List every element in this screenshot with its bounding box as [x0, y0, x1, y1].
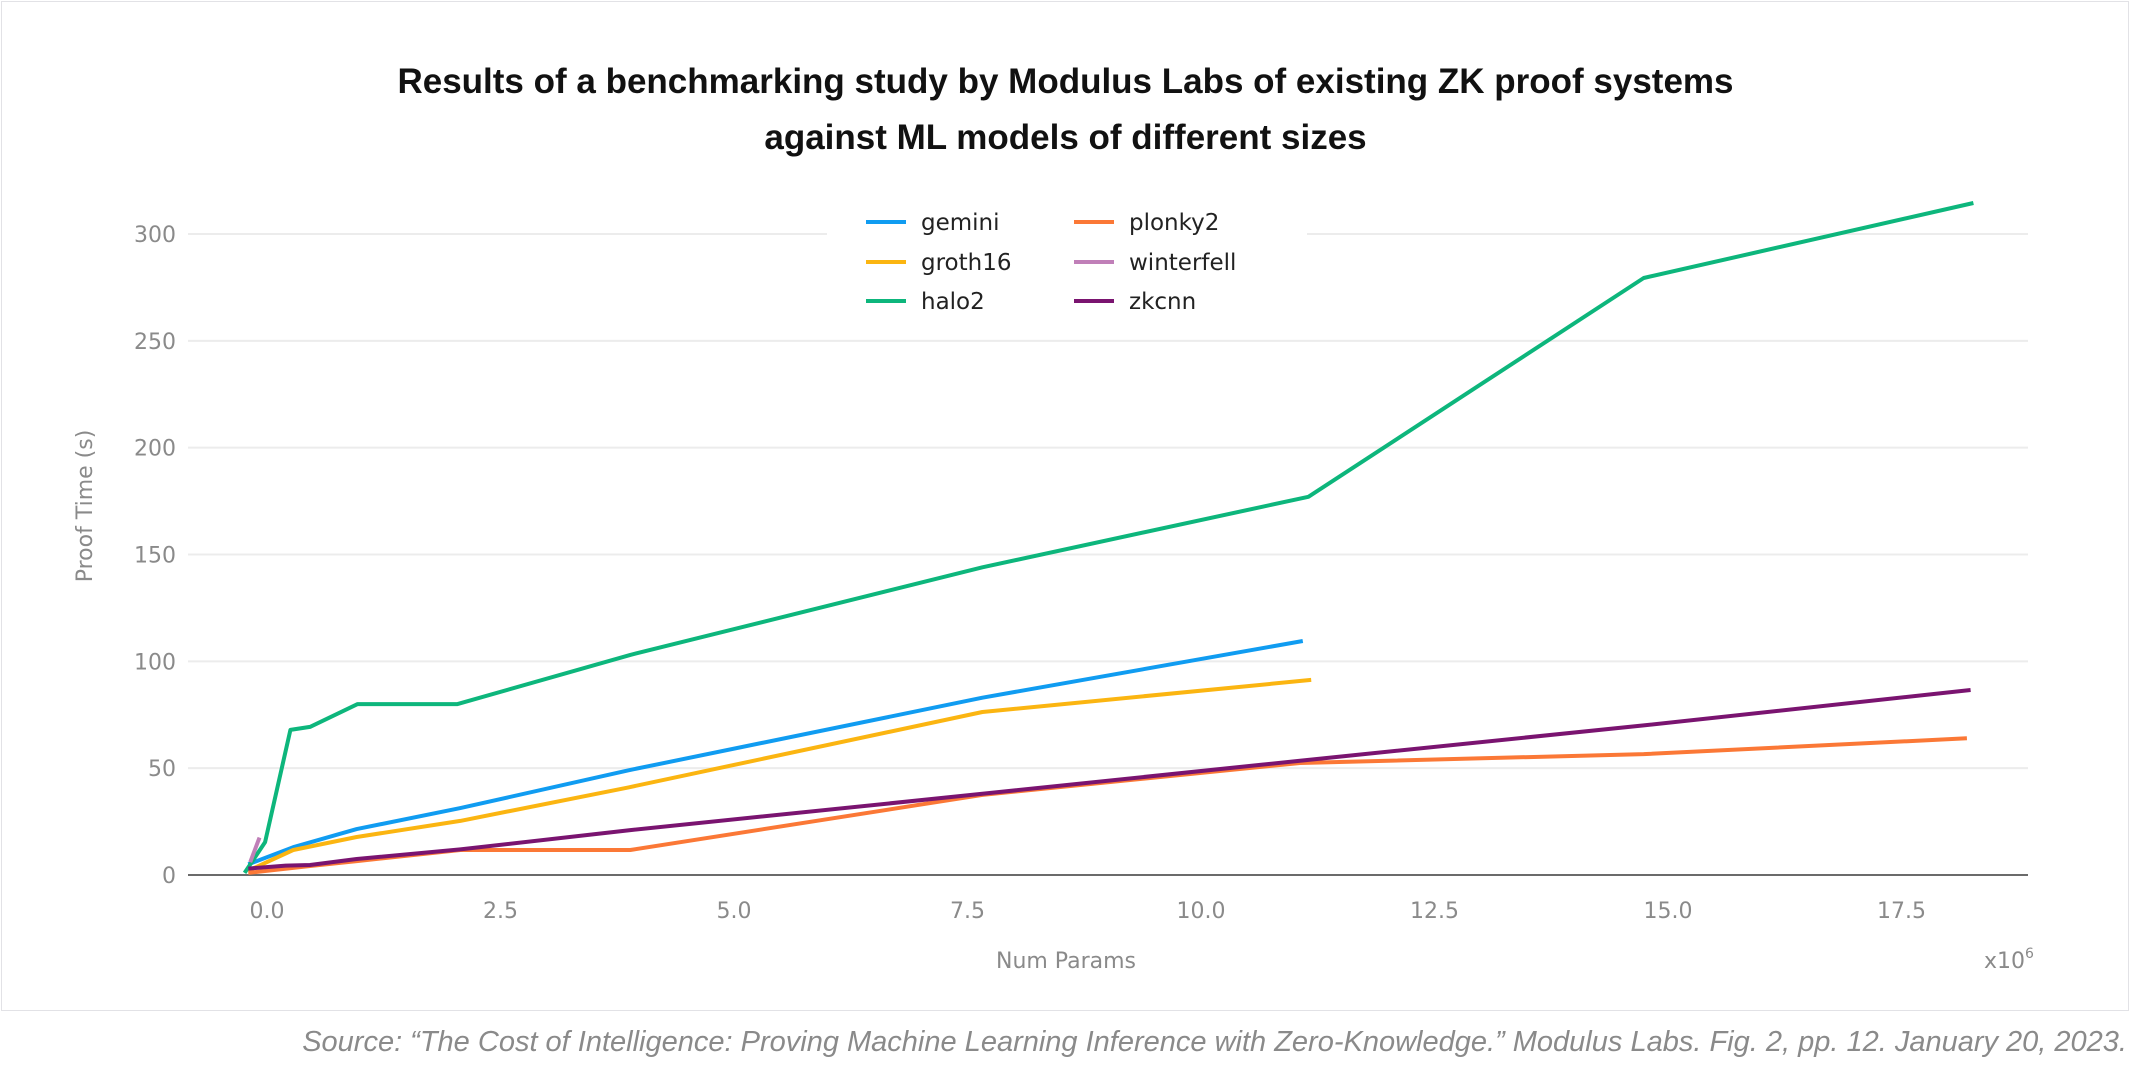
y-tick-label: 100: [134, 650, 176, 675]
y-tick-label: 0: [162, 864, 176, 889]
series-line-winterfell: [248, 836, 262, 863]
x-axis-label: Num Params: [996, 949, 1136, 974]
legend-label-plonky2: plonky2: [1129, 210, 1219, 236]
series-line-plonky2: [248, 736, 1967, 875]
x-tick-label: 12.5: [1410, 899, 1459, 924]
legend-label-winterfell: winterfell: [1129, 250, 1236, 276]
chart-title-line-1: Results of a benchmarking study by Modul…: [397, 62, 1734, 101]
grid-lines: [188, 233, 2028, 770]
series-line-halo2: [242, 201, 1974, 875]
series-line-gemini: [247, 639, 1304, 867]
y-axis-ticks: 0 50 100 150 200 250 300: [134, 223, 176, 889]
x-multiplier-exponent: 6: [2025, 946, 2034, 962]
x-tick-label: 15.0: [1644, 899, 1693, 924]
x-axis-ticks: 0.0 2.5 5.0 7.5 10.0 12.5 15.0 17.5: [250, 899, 1926, 924]
x-tick-label: 0.0: [250, 899, 285, 924]
x-tick-label: 17.5: [1877, 899, 1926, 924]
y-tick-label: 150: [134, 544, 176, 569]
y-tick-label: 250: [134, 330, 176, 355]
series-line-zkcnn: [248, 688, 1971, 871]
series-lines: [242, 201, 1974, 875]
y-axis-label: Proof Time (s): [73, 430, 98, 583]
x-tick-label: 2.5: [483, 899, 518, 924]
legend-label-groth16: groth16: [921, 250, 1011, 276]
x-axis-multiplier: x106: [1984, 946, 2034, 974]
x-tick-label: 5.0: [717, 899, 752, 924]
source-caption: Source: “The Cost of Intelligence: Provi…: [302, 1026, 2127, 1058]
y-tick-label: 200: [134, 437, 176, 462]
y-tick-label: 300: [134, 223, 176, 248]
legend-label-halo2: halo2: [921, 289, 985, 315]
series-line-groth16: [247, 677, 1312, 873]
x-tick-label: 7.5: [950, 899, 985, 924]
legend: gemini groth16 halo2 plonky2 winterfell zkcnn: [866, 210, 1236, 315]
legend-background: [827, 198, 1307, 338]
chart-title-line-2: against ML models of different sizes: [764, 118, 1367, 157]
chart-frame: [1, 1, 2129, 1011]
y-tick-label: 50: [148, 757, 176, 782]
legend-label-zkcnn: zkcnn: [1129, 289, 1196, 315]
x-tick-label: 10.0: [1177, 899, 1226, 924]
legend-label-gemini: gemini: [921, 210, 1000, 236]
x-multiplier-base: x10: [1984, 949, 2025, 974]
